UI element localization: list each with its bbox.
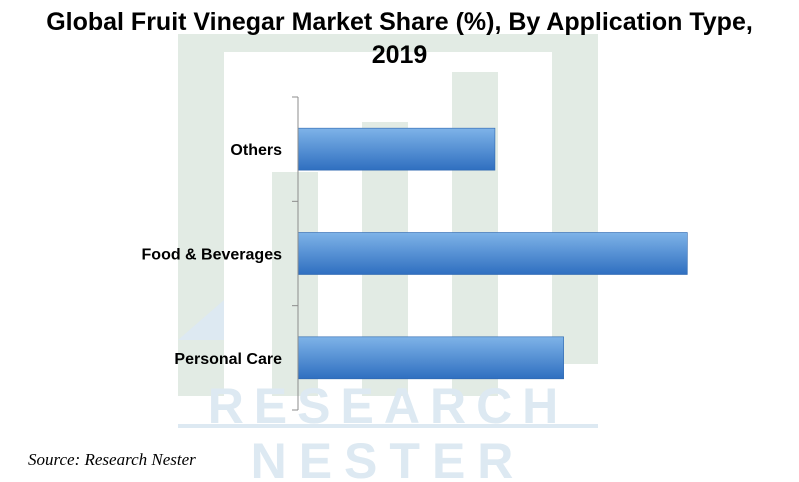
watermark-text-nester: NESTER [251, 433, 526, 482]
bar-food-beverages [297, 232, 688, 275]
category-label-personal-care: Personal Care [174, 351, 282, 368]
chart-title-line-1: Global Fruit Vinegar Market Share (%), B… [46, 8, 753, 36]
chart-title: Global Fruit Vinegar Market Share (%), B… [0, 6, 799, 72]
category-label-food-beverages: Food & Beverages [142, 247, 283, 264]
chart-title-line-2: 2019 [371, 41, 428, 69]
bar-personal-care [297, 336, 564, 380]
watermark-bar [552, 34, 598, 364]
watermark-text-research: RESEARCH [208, 378, 569, 434]
source-note: Source: Research Nester [28, 450, 196, 469]
bar-others [297, 127, 496, 171]
watermark-arrow [178, 300, 224, 340]
watermark-frame-top [178, 34, 598, 52]
category-label-others: Others [230, 142, 282, 159]
watermark-rule [178, 424, 598, 428]
